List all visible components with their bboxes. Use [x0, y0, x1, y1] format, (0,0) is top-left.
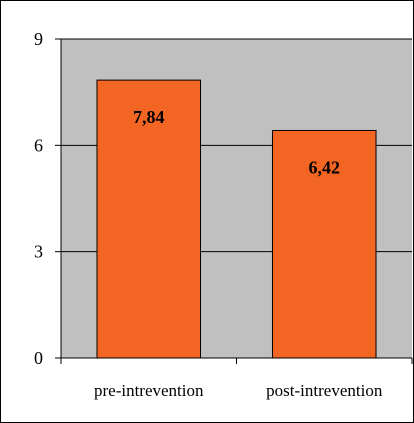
y-tick-label: 0 — [34, 348, 43, 368]
y-tick-label: 9 — [34, 29, 43, 49]
x-ticks: pre-intrevention post-intrevention — [60, 358, 413, 400]
category-label: pre-intrevention — [94, 381, 204, 400]
data-labels: 7,84 6,42 — [133, 107, 340, 177]
data-label: 7,84 — [133, 107, 165, 127]
y-tick-label: 3 — [34, 242, 43, 262]
bars — [96, 79, 377, 359]
y-ticks: 0 3 6 9 — [34, 29, 61, 368]
data-label: 6,42 — [309, 157, 341, 177]
bar-2 — [271, 129, 377, 359]
bar-1 — [96, 79, 202, 359]
category-label: post-intrevention — [266, 381, 383, 400]
y-tick-label: 6 — [34, 135, 43, 155]
